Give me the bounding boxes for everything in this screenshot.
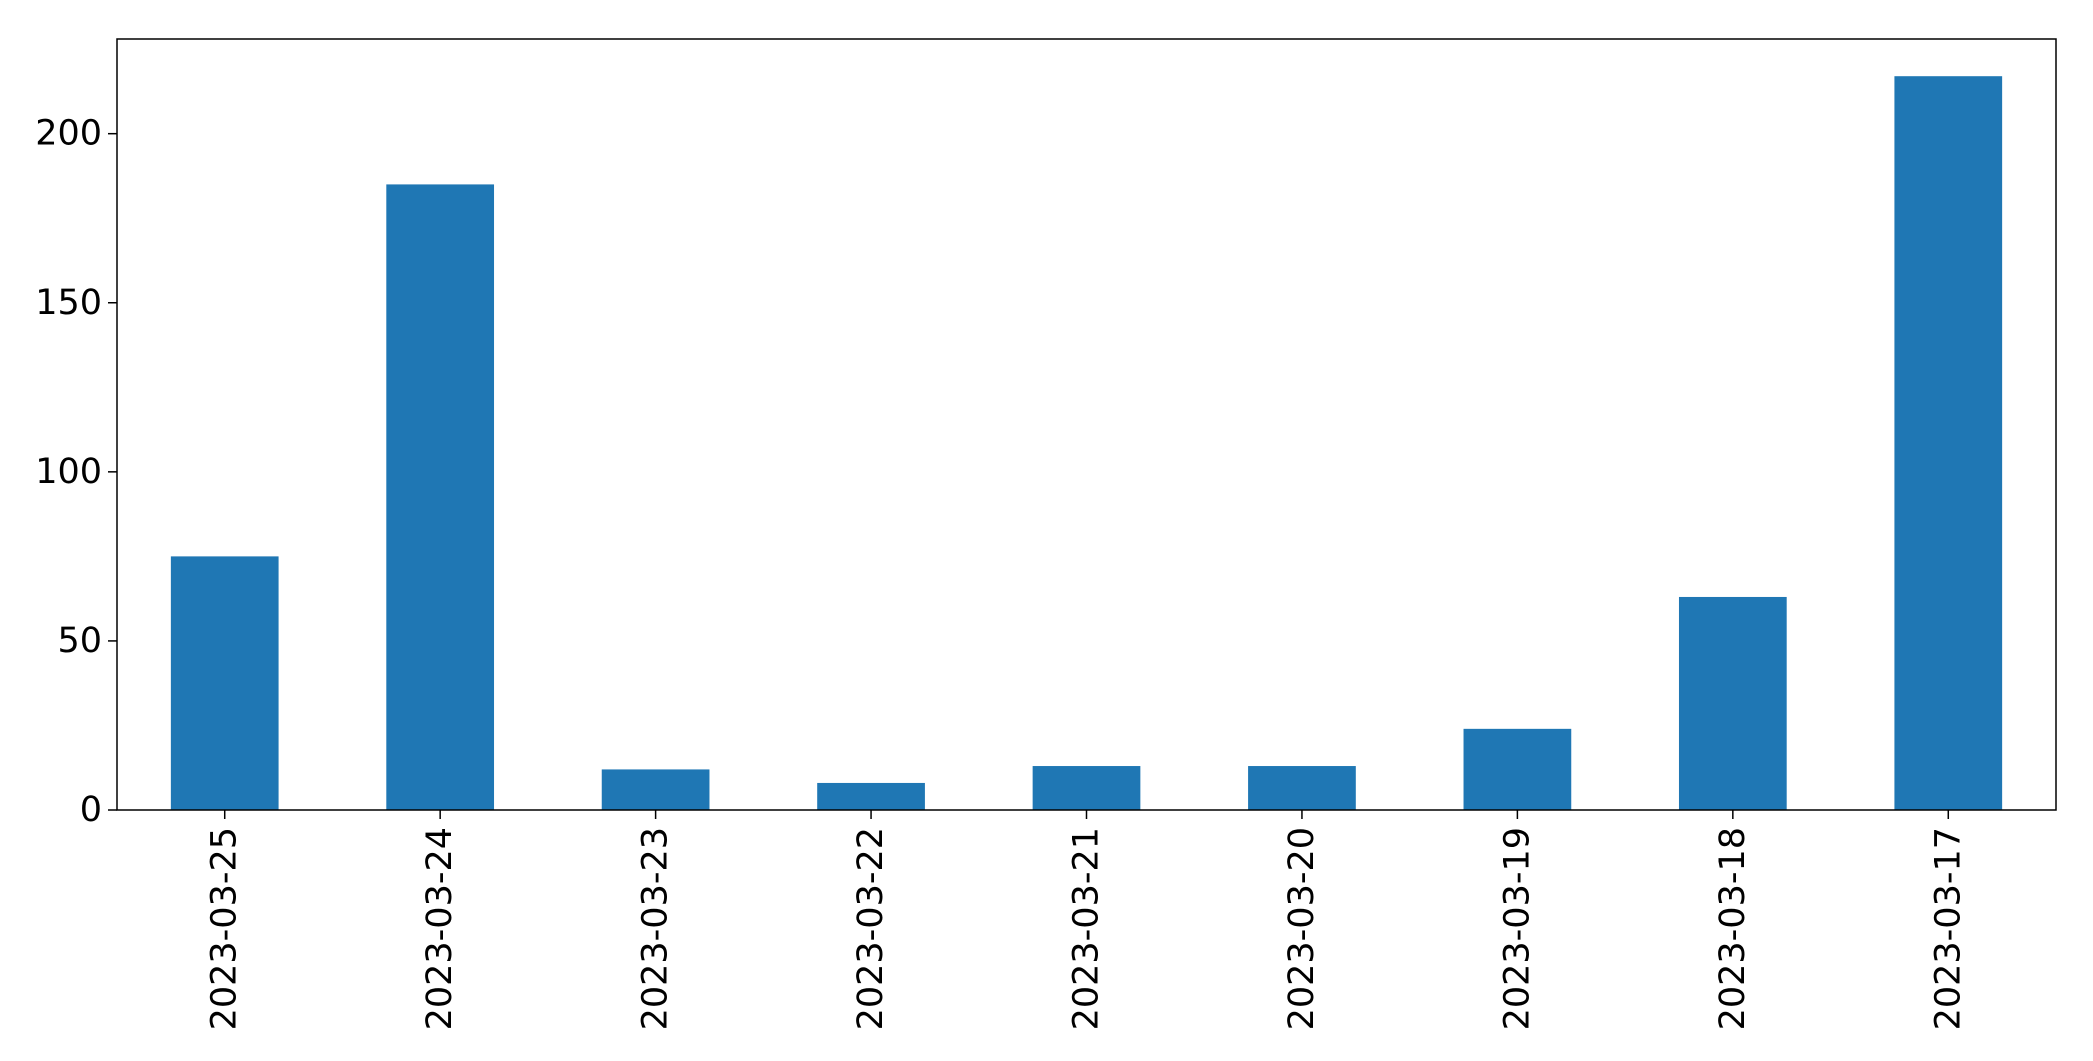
x-tick-label: 2023-03-25: [205, 827, 245, 1030]
x-tick-label: 2023-03-18: [1713, 827, 1753, 1030]
x-tick-label: 2023-03-22: [851, 827, 891, 1030]
bar-2023-03-22: [817, 782, 925, 810]
bar-2023-03-25: [170, 556, 279, 810]
x-tick-label: 2023-03-19: [1497, 827, 1537, 1030]
x-tick-label: 2023-03-23: [636, 827, 676, 1030]
bar-2023-03-20: [1248, 766, 1356, 810]
bar-2023-03-24: [386, 184, 495, 810]
y-tick-label: 0: [80, 790, 102, 830]
y-tick-label: 50: [57, 621, 102, 661]
y-tick-label: 100: [35, 452, 102, 492]
bar-2023-03-23: [601, 769, 710, 810]
bar-2023-03-17: [1894, 76, 2003, 810]
bar-2023-03-18: [1678, 596, 1787, 810]
x-tick-label: 2023-03-17: [1928, 827, 1968, 1030]
x-tick-label: 2023-03-20: [1282, 827, 1322, 1030]
bars-group: [170, 76, 2003, 810]
y-tick-label: 200: [35, 114, 102, 154]
x-tick-label: 2023-03-21: [1067, 827, 1107, 1030]
y-axis: 0 50 100 150 200: [35, 114, 117, 830]
plot-frame: [116, 38, 2057, 811]
x-axis: 2023-03-25 2023-03-24 2023-03-23 2023-03-22…: [205, 810, 1968, 1030]
y-tick-label: 150: [35, 283, 102, 323]
bar-2023-03-21: [1032, 766, 1141, 810]
x-tick-label: 2023-03-24: [420, 827, 460, 1030]
bar-2023-03-19: [1463, 728, 1572, 810]
